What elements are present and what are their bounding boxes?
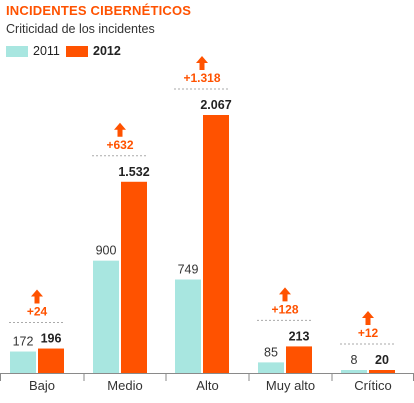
bar-2012-2 xyxy=(203,115,229,373)
data-label-2011-3: 85 xyxy=(264,345,278,359)
data-label-2012-3: 213 xyxy=(289,329,310,343)
data-label-2011-2: 749 xyxy=(178,263,199,277)
bar-2011-4 xyxy=(341,370,367,373)
data-label-2011-0: 172 xyxy=(13,335,34,349)
category-label-2: Alto xyxy=(196,378,218,393)
category-label-1: Medio xyxy=(107,378,142,393)
bar-2012-1 xyxy=(121,181,147,373)
data-label-2012-1: 1.532 xyxy=(118,165,149,179)
increase-arrow-icon-3 xyxy=(279,287,291,302)
increase-label-0: +24 xyxy=(27,305,48,319)
increase-arrow-icon-0 xyxy=(31,289,43,304)
increase-arrow-icon-4 xyxy=(362,311,374,325)
bar-2011-0 xyxy=(10,351,36,373)
bar-2012-3 xyxy=(286,346,312,373)
increase-label-1: +632 xyxy=(106,138,133,152)
data-label-2012-0: 196 xyxy=(41,332,62,346)
bar-2012-0 xyxy=(38,348,64,373)
legend-label-2012: 2012 xyxy=(93,44,121,58)
category-label-4: Crítico xyxy=(354,378,392,393)
bar-2011-1 xyxy=(93,260,119,373)
category-label-3: Muy alto xyxy=(266,378,315,393)
increase-label-2: +1.318 xyxy=(183,71,220,85)
legend-item-2011: 2011 xyxy=(6,44,60,58)
data-label-2011-4: 8 xyxy=(351,353,358,367)
bar-2011-3 xyxy=(258,362,284,373)
increase-arrow-icon-1 xyxy=(114,122,126,137)
bar-2012-4 xyxy=(369,370,395,373)
data-label-2011-1: 900 xyxy=(96,244,117,258)
increase-arrow-icon-2 xyxy=(196,56,208,70)
legend-swatch-2011 xyxy=(6,45,28,57)
data-label-2012-2: 2.067 xyxy=(200,98,231,112)
legend-label-2011: 2011 xyxy=(33,44,60,58)
category-label-0: Bajo xyxy=(29,378,55,393)
bar-2011-2 xyxy=(175,279,201,373)
legend-swatch-2012 xyxy=(66,45,88,57)
chart-title: INCIDENTES CIBERNÉTICOS xyxy=(6,3,192,18)
increase-label-3: +128 xyxy=(271,302,298,316)
chart-subtitle: Criticidad de los incidentes xyxy=(6,22,155,36)
legend-item-2012: 2012 xyxy=(66,44,121,58)
increase-label-4: +12 xyxy=(358,326,379,340)
data-label-2012-4: 20 xyxy=(375,353,389,367)
